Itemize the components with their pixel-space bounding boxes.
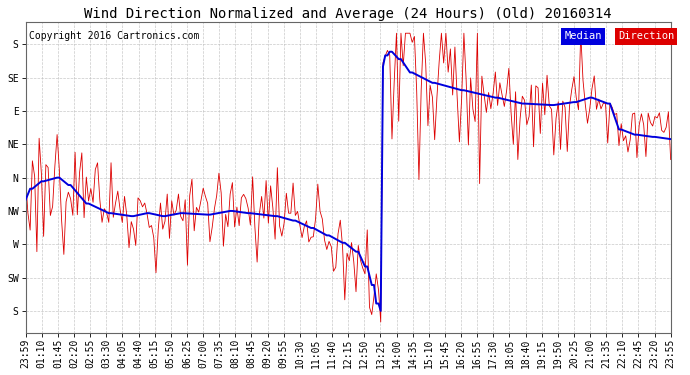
- Text: Copyright 2016 Cartronics.com: Copyright 2016 Cartronics.com: [29, 32, 199, 42]
- Text: Median: Median: [564, 32, 602, 42]
- Title: Wind Direction Normalized and Average (24 Hours) (Old) 20160314: Wind Direction Normalized and Average (2…: [84, 7, 612, 21]
- Text: Direction: Direction: [618, 32, 674, 42]
